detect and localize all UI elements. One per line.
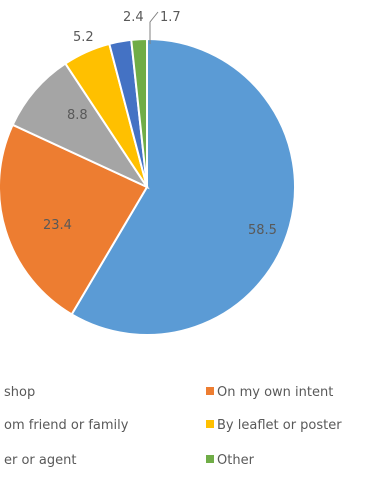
data-label: 58.5 [248, 223, 277, 238]
legend-label: By leaflet or poster [217, 418, 342, 433]
legend-item: er or agent [4, 453, 76, 469]
legend-swatch [206, 387, 214, 395]
pie-slice [130, 37, 148, 188]
data-label: 23.4 [43, 218, 72, 233]
legend-item: Other [206, 453, 254, 469]
legend-swatch [206, 455, 214, 463]
legend-label: Other [217, 453, 254, 468]
legend-item: By leaflet or poster [206, 418, 342, 434]
legend-label: er or agent [4, 453, 77, 468]
legend-item: shop [4, 385, 35, 401]
data-label: 8.8 [67, 108, 88, 123]
leader-line [149, 11, 159, 44]
pie-slice [0, 123, 149, 316]
pie-slice [70, 37, 296, 336]
legend-label: shop [4, 385, 36, 400]
legend-label: On my own intent [217, 385, 334, 400]
pie-slice [11, 62, 150, 190]
legend-item: om friend or family [4, 418, 128, 434]
data-label: 5.2 [73, 30, 94, 45]
legend-swatch [206, 420, 214, 428]
legend-label: om friend or family [4, 418, 129, 433]
data-label: 1.7 [160, 10, 181, 25]
data-label: 2.4 [123, 10, 144, 25]
legend-item: On my own intent [206, 385, 333, 401]
